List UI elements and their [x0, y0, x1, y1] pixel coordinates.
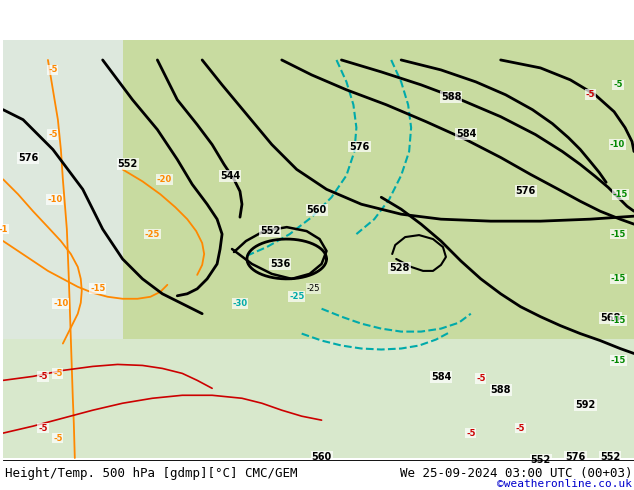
Text: -5: -5: [585, 90, 595, 99]
Text: -25: -25: [307, 284, 320, 293]
Text: 588: 588: [441, 92, 462, 102]
Text: -10: -10: [609, 140, 624, 149]
Text: -30: -30: [233, 299, 247, 308]
Text: -15: -15: [611, 316, 626, 325]
Text: 544: 544: [220, 172, 240, 181]
Text: 576: 576: [515, 186, 536, 196]
Text: 576: 576: [18, 153, 38, 164]
Text: -5: -5: [38, 424, 48, 433]
Text: -15: -15: [611, 230, 626, 239]
Text: -5: -5: [476, 374, 486, 383]
Text: 588: 588: [491, 385, 511, 395]
Text: ©weatheronline.co.uk: ©weatheronline.co.uk: [497, 479, 632, 489]
Text: -20: -20: [157, 175, 172, 184]
Text: 584: 584: [456, 128, 476, 139]
Text: -15: -15: [612, 190, 628, 199]
Text: 560: 560: [307, 205, 327, 215]
Text: -15: -15: [611, 274, 626, 283]
Text: -5: -5: [48, 130, 58, 139]
Bar: [3, 40, 634, 458]
Text: 592: 592: [575, 400, 595, 410]
Text: 568: 568: [600, 313, 621, 322]
Bar: [3, 460, 634, 488]
Text: -5: -5: [38, 372, 48, 381]
Text: -5: -5: [613, 80, 623, 89]
Text: -15: -15: [611, 356, 626, 365]
Text: We 25-09-2024 03:00 UTC (00+03): We 25-09-2024 03:00 UTC (00+03): [399, 467, 632, 480]
Text: -10: -10: [48, 195, 63, 204]
Text: -15: -15: [90, 284, 105, 294]
Polygon shape: [3, 339, 634, 458]
Text: -5: -5: [53, 434, 63, 442]
Text: 536: 536: [270, 259, 290, 269]
Text: 560: 560: [312, 452, 332, 462]
Text: 552: 552: [117, 159, 138, 170]
Text: Height/Temp. 500 hPa [gdmp][°C] CMC/GEM: Height/Temp. 500 hPa [gdmp][°C] CMC/GEM: [5, 467, 297, 480]
Text: 584: 584: [431, 372, 451, 382]
Text: -25: -25: [289, 292, 304, 301]
Text: -5: -5: [48, 65, 58, 74]
Text: -1: -1: [0, 224, 8, 234]
Text: -10: -10: [53, 299, 68, 308]
Bar: [3, 40, 122, 458]
Text: -25: -25: [145, 230, 160, 239]
Text: 552: 552: [531, 455, 551, 465]
Text: 576: 576: [349, 142, 370, 151]
Text: -5: -5: [516, 424, 526, 433]
Text: 552: 552: [260, 226, 280, 236]
Text: -5: -5: [53, 369, 63, 378]
Text: 576: 576: [566, 452, 586, 462]
Text: -5: -5: [466, 429, 476, 438]
Text: 552: 552: [600, 452, 621, 462]
Text: 528: 528: [389, 263, 410, 273]
